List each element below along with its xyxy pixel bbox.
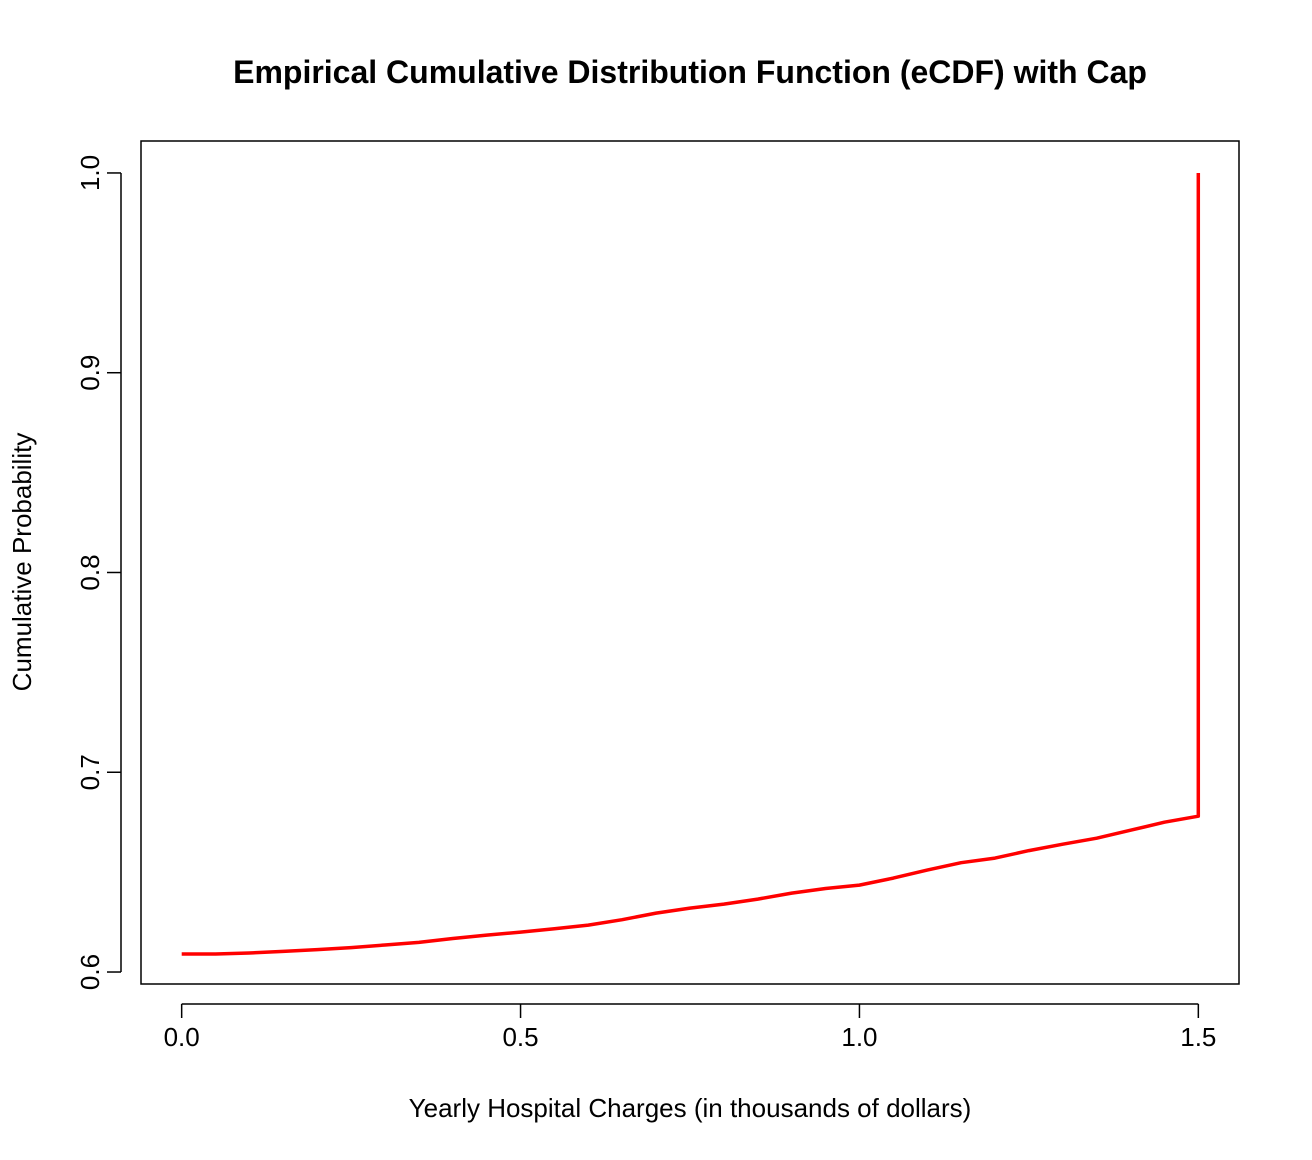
y-tick-label: 0.7: [75, 754, 105, 790]
y-tick-label: 1.0: [75, 155, 105, 191]
y-tick-label: 0.6: [75, 954, 105, 990]
y-axis-label: Cumulative Probability: [7, 433, 37, 692]
x-axis: 0.0 0.5 1.0 1.5: [164, 1003, 1216, 1052]
x-tick-label: 0.5: [502, 1022, 538, 1052]
y-axis: 0.6 0.7 0.8 0.9 1.0: [75, 155, 122, 990]
chart-title: Empirical Cumulative Distribution Functi…: [233, 54, 1147, 90]
y-tick-label: 0.9: [75, 355, 105, 391]
ecdf-line: [181, 173, 1201, 956]
series-layer: [181, 173, 1201, 956]
x-tick-label: 1.5: [1180, 1022, 1216, 1052]
y-tick-label: 0.8: [75, 554, 105, 590]
plot-frame: [140, 140, 1240, 985]
x-axis-label: Yearly Hospital Charges (in thousands of…: [409, 1093, 972, 1123]
x-tick-label: 1.0: [841, 1022, 877, 1052]
x-tick-label: 0.0: [164, 1022, 200, 1052]
